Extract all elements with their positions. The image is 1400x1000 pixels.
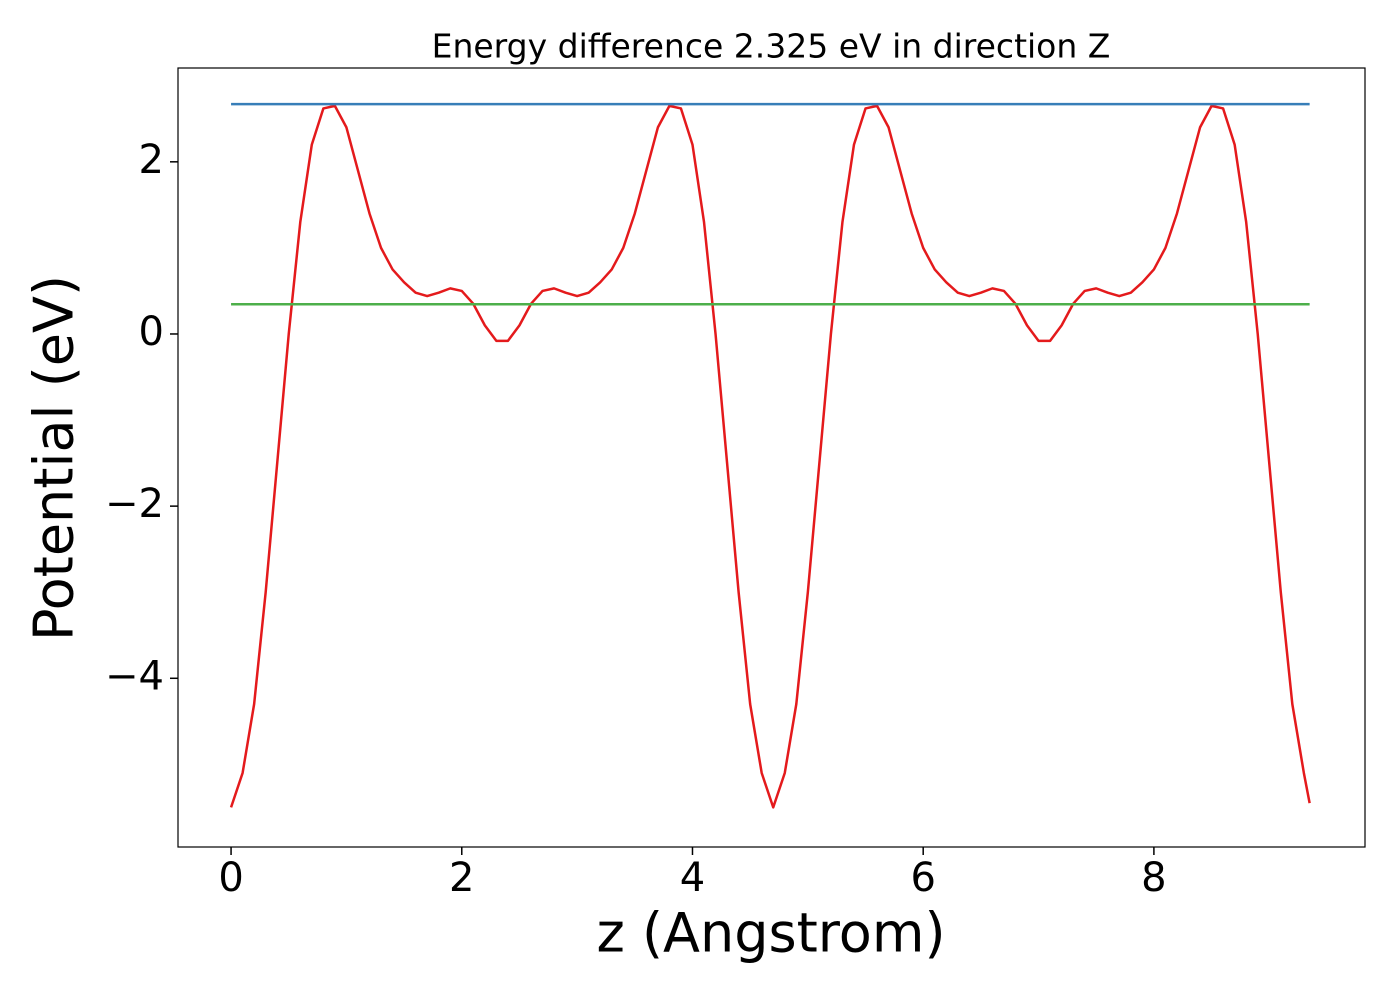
- y-tick-label: 0: [139, 309, 164, 355]
- line-series: [229, 104, 1311, 809]
- y-axis-label: Potential (eV): [23, 275, 86, 641]
- x-tick-label: 8: [1141, 855, 1166, 901]
- x-tick-label: 4: [680, 855, 705, 901]
- y-tick-label: −2: [105, 481, 164, 527]
- plot-frame: [177, 67, 1366, 848]
- chart-title: Energy difference 2.325 eV in direction …: [432, 27, 1111, 66]
- y-tick-label: 2: [139, 137, 164, 183]
- y-tick-label: −4: [105, 653, 164, 699]
- x-tick-label: 0: [218, 855, 243, 901]
- x-tick-label: 2: [449, 855, 474, 901]
- x-tick-label: 6: [910, 855, 935, 901]
- x-axis-label: z (Angstrom): [596, 902, 945, 965]
